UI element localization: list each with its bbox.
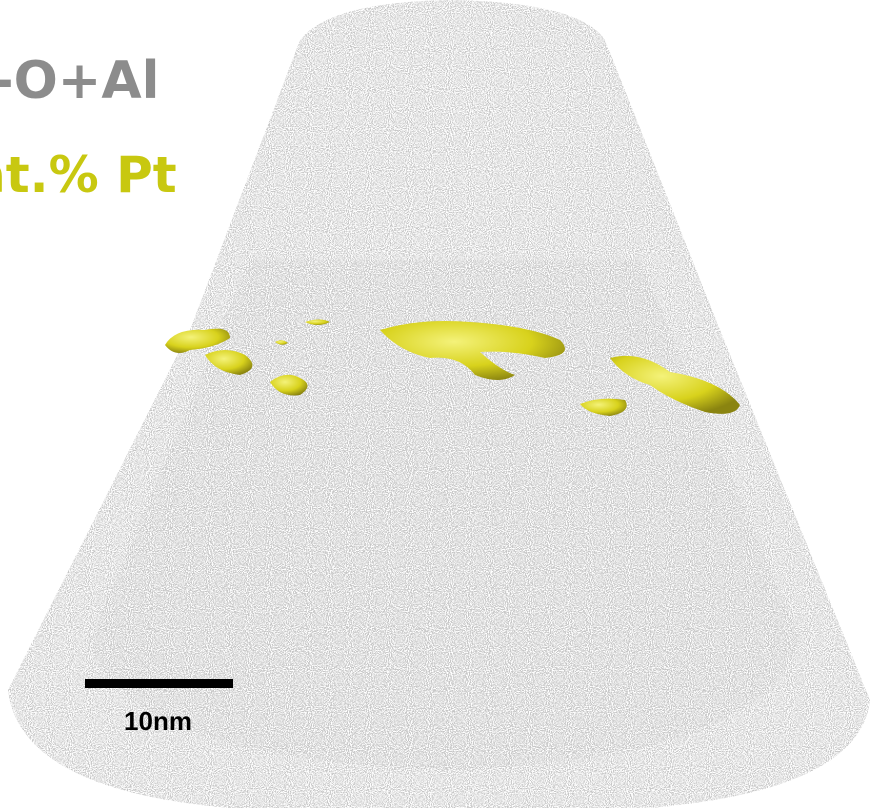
scale-bar-label: 10nm (124, 706, 192, 736)
title-line-2: at.% Pt (0, 146, 177, 204)
figure: -O+Al at.% Pt 10nm (0, 0, 877, 812)
title-line-1: -O+Al (0, 51, 159, 111)
scale-bar (85, 679, 233, 688)
